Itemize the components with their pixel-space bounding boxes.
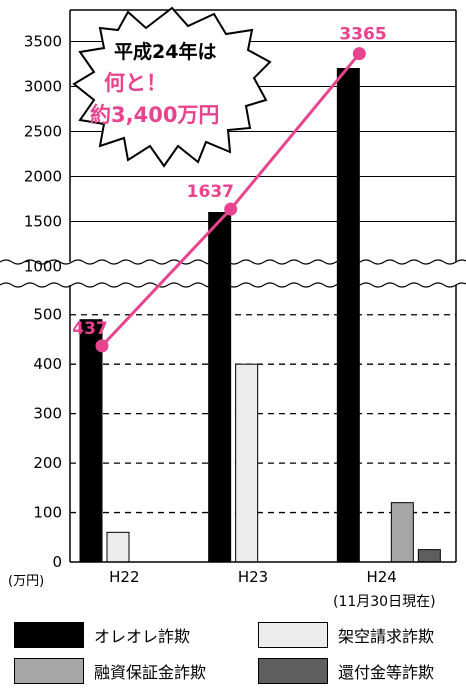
legend-swatch-oreore (14, 622, 84, 648)
bar-H24-オレオレ詐欺 (336, 68, 360, 563)
legend-item-yuushi: 融資保証金詐欺 (14, 656, 206, 686)
y-tick-100: 100 (33, 504, 62, 522)
fraud-damage-chart: 0 100 200 300 400 500 1000 1500 2000 2500 3000 3500… (0, 6, 466, 610)
y-tick-labels: 0 100 200 300 400 500 1000 1500 2000 2500 3000 3500 (24, 33, 62, 572)
x-tick-H24: H24 (366, 568, 396, 586)
total-label-H22: 437 (72, 319, 108, 339)
legend-swatch-yuushi (14, 658, 84, 684)
y-tick-200: 200 (33, 454, 62, 472)
x-tick-H22: H22 (109, 568, 139, 586)
y-tick-3500: 3500 (24, 33, 62, 51)
total-point-H24 (352, 47, 366, 61)
break-wave-top (0, 259, 466, 265)
y-tick-500: 500 (33, 306, 62, 324)
y-tick-1500: 1500 (24, 213, 62, 231)
y-tick-2000: 2000 (24, 168, 62, 186)
legend-item-kakuu: 架空請求詐欺 (258, 620, 434, 650)
y-tick-400: 400 (33, 355, 62, 373)
legend-label-kanpu: 還付金等詐欺 (338, 663, 435, 682)
total-label-H24: 3365 (339, 25, 386, 45)
legend-label-oreore: オレオレ詐欺 (94, 627, 191, 646)
total-point-H22 (95, 339, 109, 353)
y-tick-1000: 1000 (24, 258, 62, 276)
total-label-H23: 1637 (187, 182, 234, 202)
total-data-labels: 437 1637 3365 (72, 25, 386, 339)
legend-swatch-kakuu (258, 622, 328, 648)
bar-H23-オレオレ詐欺 (208, 212, 232, 563)
y-tick-2500: 2500 (24, 123, 62, 141)
category-note: (11月30日現在) (333, 594, 436, 610)
x-category-labels: H22 H23 H24 (109, 568, 397, 586)
total-point-H23 (224, 202, 238, 216)
callout-line2: 何と！ (104, 71, 167, 95)
x-tick-H23: H23 (238, 568, 268, 586)
y-tick-300: 300 (33, 405, 62, 423)
legend-item-oreore: オレオレ詐欺 (14, 620, 190, 650)
bar-H24-融資保証金詐欺 (390, 502, 414, 563)
legend-label-yuushi: 融資保証金詐欺 (94, 663, 207, 682)
legend-swatch-kanpu (258, 658, 328, 684)
bar-H22-オレオレ詐欺 (79, 319, 103, 563)
break-wave-bottom (0, 282, 466, 288)
legend-label-kakuu: 架空請求詐欺 (338, 627, 435, 646)
burst-shape (72, 6, 272, 168)
legend-item-kanpu: 還付金等詐欺 (258, 656, 434, 686)
total-line (95, 47, 366, 353)
y-tick-0: 0 (52, 553, 62, 571)
callout-line3: 約3,400万円 (90, 103, 219, 127)
unit-label: (万円) (8, 574, 44, 589)
callout-line1: 平成24年は (114, 40, 216, 63)
legend: オレオレ詐欺 架空請求詐欺 融資保証金詐欺 還付金等詐欺 (0, 612, 466, 688)
axis-break (0, 259, 466, 288)
bar-H22-架空請求詐欺 (106, 531, 130, 563)
bar-H24-還付金等詐欺 (417, 549, 441, 563)
callout-burst: 平成24年は 何と！ 約3,400万円 (72, 6, 272, 168)
plot-frame (69, 9, 457, 563)
y-tick-3000: 3000 (24, 78, 62, 96)
bars (79, 68, 441, 563)
bar-H23-架空請求詐欺 (235, 363, 259, 563)
